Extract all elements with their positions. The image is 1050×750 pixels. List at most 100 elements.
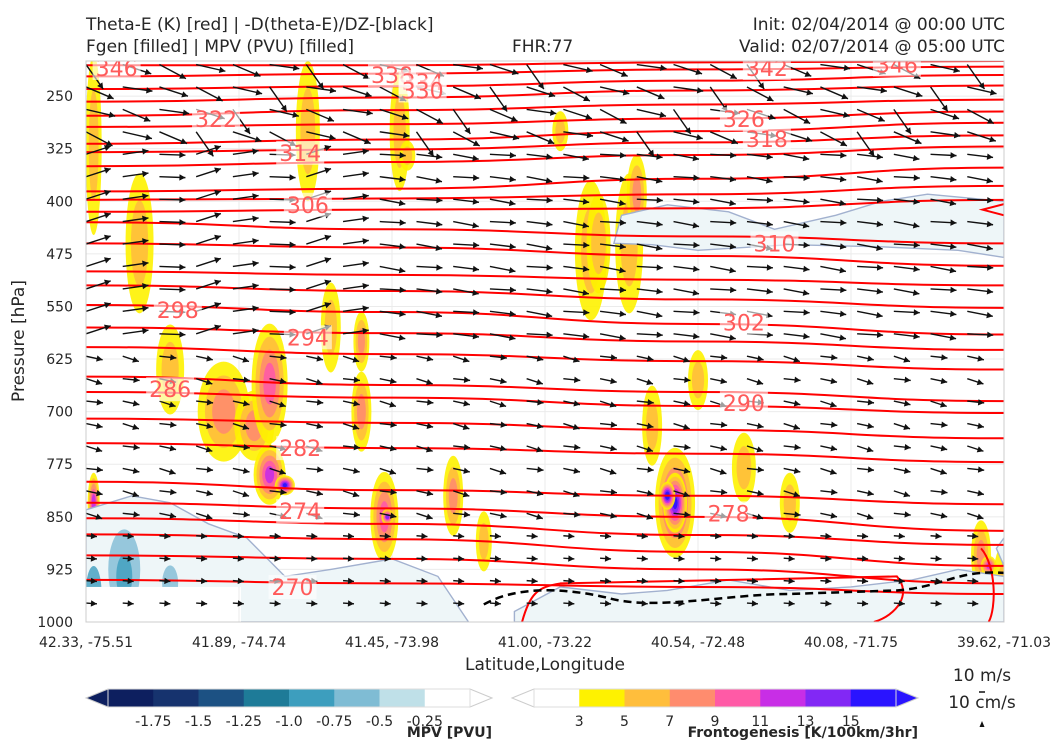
wind-vector-head: [435, 177, 443, 184]
colorbar-tick-label: 13: [797, 714, 815, 730]
wind-vector-head: [972, 555, 979, 562]
wind-vector: [1003, 401, 1004, 402]
wind-vector-head: [105, 140, 113, 146]
wind-vector-head: [500, 354, 507, 361]
wind-vector-head: [363, 138, 371, 145]
wind-vector-head: [609, 468, 617, 475]
wind-vector-head: [324, 302, 332, 309]
wind-vector-head: [655, 177, 663, 184]
wind-vector-head: [720, 377, 727, 385]
wind-vector-head: [940, 445, 948, 452]
wind-vector-head: [568, 577, 575, 585]
wind-vector-head: [941, 488, 948, 496]
wind-vector-head: [205, 513, 213, 520]
wind-vector-head: [104, 257, 111, 264]
wind-vector-head: [766, 95, 774, 102]
wind-vector-head: [200, 577, 208, 585]
wind-vector-head: [509, 175, 516, 183]
wind-vector-head: [683, 400, 691, 407]
wind-vector-head: [179, 219, 186, 226]
wind-vector-head: [254, 136, 262, 143]
wind-vector-head: [757, 355, 764, 362]
wind-vector-head: [877, 115, 885, 122]
wind-vector-head: [145, 134, 152, 141]
wind-vector-head: [472, 265, 480, 273]
wind-vector-head: [682, 423, 690, 430]
wind-vector-head: [274, 555, 281, 562]
wind-vector-head: [646, 446, 653, 453]
vector-key-vertical-arrow: [979, 721, 985, 727]
theta-e-contour: [980, 547, 995, 622]
wind-vector-head: [696, 134, 703, 141]
wind-vector-head: [218, 66, 226, 74]
wind-vector-head: [619, 199, 626, 207]
wind-vector-head: [986, 288, 994, 295]
theta-e-contour: [86, 84, 1004, 103]
wind-vector-head: [766, 220, 773, 228]
wind-vector-head: [104, 189, 111, 197]
wind-vector-head: [949, 199, 957, 207]
colorbar-extend: [469, 688, 494, 708]
x-axis-label: Latitude,Longitude: [465, 655, 625, 675]
wind-vector-head: [987, 196, 994, 204]
wind-vector-head: [692, 265, 700, 273]
wind-vector-head: [730, 219, 737, 226]
wind-vector-head: [619, 310, 626, 317]
wind-vector-head: [546, 153, 553, 160]
wind-vector-head: [425, 379, 433, 386]
wind-vector-head: [1023, 198, 1029, 204]
wind-vector-head: [474, 93, 481, 100]
wind-vector-head: [586, 66, 593, 74]
wind-vector-head: [279, 377, 287, 385]
wind-vector-head: [825, 577, 832, 585]
wind-vector-head: [462, 423, 470, 430]
wind-vector-head: [546, 331, 553, 339]
wind-vector-head: [472, 198, 480, 205]
wind-vector-head: [989, 89, 997, 96]
wind-vector: [1003, 423, 1004, 425]
wind-vector-head: [473, 241, 480, 249]
wind-vector-head: [766, 196, 773, 204]
wind-vector-head: [104, 167, 111, 174]
wind-vector-head: [977, 399, 985, 406]
y-tick-label: 325: [46, 142, 73, 158]
wind-vector-head: [950, 175, 957, 183]
wind-vector-head: [399, 152, 406, 159]
wind-vector-head: [825, 532, 832, 540]
theta-e-label: 314: [279, 142, 321, 167]
wind-vector-head: [316, 490, 323, 497]
wind-vector-head: [715, 577, 722, 585]
wind-vector-head: [876, 220, 883, 228]
wind-vector-head: [912, 154, 920, 162]
wind-vector-head: [696, 87, 704, 94]
wind-vector-head: [279, 401, 286, 408]
wind-vector-head: [328, 134, 336, 141]
wind-vector-head: [1014, 400, 1021, 406]
wind-vector-head: [583, 241, 590, 249]
theta-e-label-bg: [719, 310, 768, 335]
wind-vector-head: [536, 379, 543, 386]
wind-vector-head: [347, 600, 355, 607]
wind-vector-head: [426, 490, 434, 497]
wind-vector-head: [1023, 290, 1030, 296]
wind-vector-head: [324, 234, 332, 241]
wind-vector-head: [353, 400, 360, 407]
wind-vector-head: [214, 324, 221, 331]
wind-vector-head: [426, 422, 434, 429]
wind-vector-head: [546, 264, 553, 271]
wind-vector-head: [788, 577, 795, 585]
wind-vector-head: [646, 513, 653, 520]
wind-vector-head: [168, 468, 176, 475]
wind-vector-head: [96, 466, 103, 473]
init-time: Init: 02/04/2014 @ 00:00 UTC: [752, 15, 1005, 35]
wind-vector-head: [327, 115, 334, 122]
wind-vector-head: [317, 82, 324, 90]
wind-vector-head: [861, 555, 869, 562]
theta-e-label-bg: [283, 192, 332, 217]
wind-vector-head: [143, 115, 151, 122]
wind-vector-head: [362, 327, 369, 335]
wind-vector-head: [950, 219, 957, 226]
wind-vector-head: [913, 198, 920, 205]
wind-vector-head: [205, 446, 213, 453]
